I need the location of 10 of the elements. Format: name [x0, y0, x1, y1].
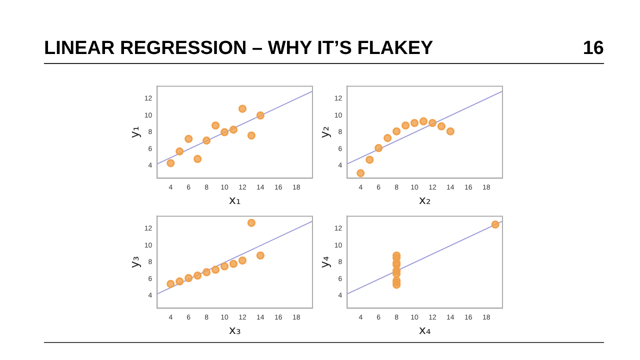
x-axis-title: x₂: [418, 192, 431, 207]
y-axis-title: y₂: [317, 126, 332, 138]
y-axis-title: y₄: [317, 256, 332, 268]
x-axis-title: x₄: [418, 322, 431, 337]
text: LINEAR REGRESSION – WHY IT’S FLAKEY: [44, 38, 434, 60]
text: 16: [582, 38, 604, 60]
y-axis-title: y₁: [127, 126, 142, 138]
y-axis-title: y₃: [127, 256, 142, 268]
x-axis-title: x₃: [228, 322, 241, 337]
x-axis-title: x₁: [228, 192, 241, 207]
